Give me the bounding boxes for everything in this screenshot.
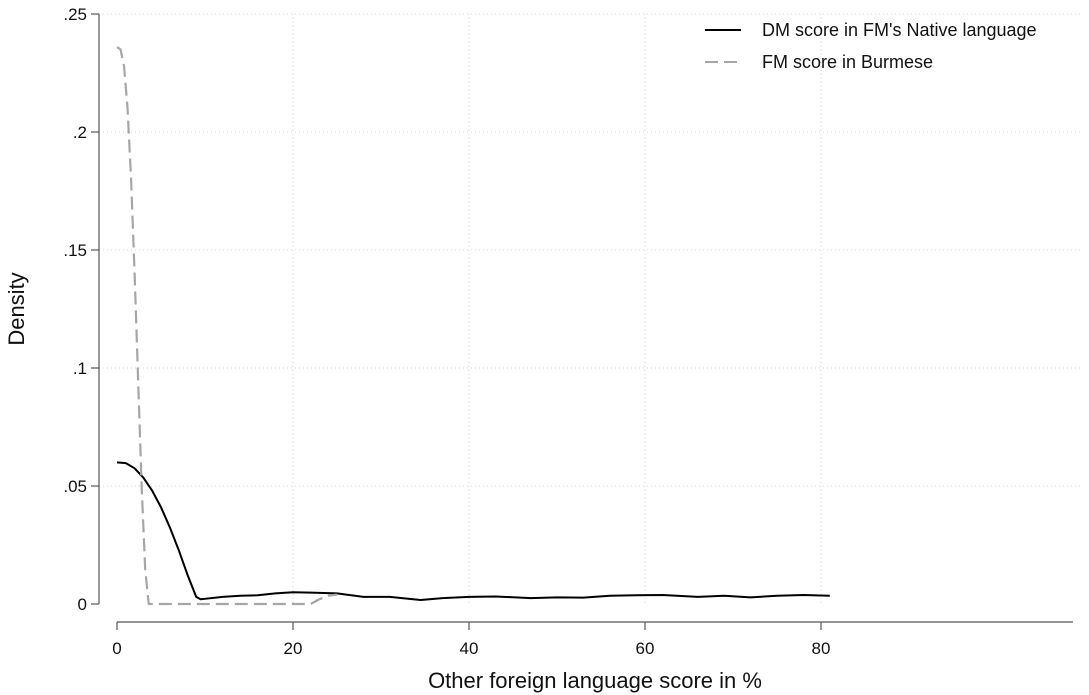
series-line-1	[116, 46, 338, 606]
legend-label-dm-native: DM score in FM's Native language	[762, 20, 1037, 40]
y-tick-label-1: .05	[63, 477, 87, 496]
grid-layer	[99, 13, 1082, 604]
x-tick-label-3: 60	[636, 639, 655, 658]
y-axis-title: Density	[4, 272, 29, 345]
y-tick-label-2: .1	[73, 359, 87, 378]
series-layer	[116, 46, 830, 606]
x-tick-label-1: 20	[284, 639, 303, 658]
y-tick-label-0: 0	[78, 595, 87, 614]
axes-layer	[98, 14, 1073, 623]
x-tick-label-4: 80	[812, 639, 831, 658]
legend: DM score in FM's Native language FM scor…	[705, 20, 1037, 72]
series-line-0	[116, 461, 830, 601]
x-axis-title: Other foreign language score in %	[428, 668, 762, 693]
x-tick-label-0: 0	[112, 639, 121, 658]
legend-label-fm-burmese: FM score in Burmese	[762, 52, 933, 72]
x-tick-label-2: 40	[460, 639, 479, 658]
y-tick-label-4: .2	[73, 123, 87, 142]
y-tick-label-3: .15	[63, 241, 87, 260]
ticks-layer: 0 .05 .1 .15 .2 .25 0 20 40 60 80	[63, 5, 830, 658]
y-tick-label-5: .25	[63, 5, 87, 24]
